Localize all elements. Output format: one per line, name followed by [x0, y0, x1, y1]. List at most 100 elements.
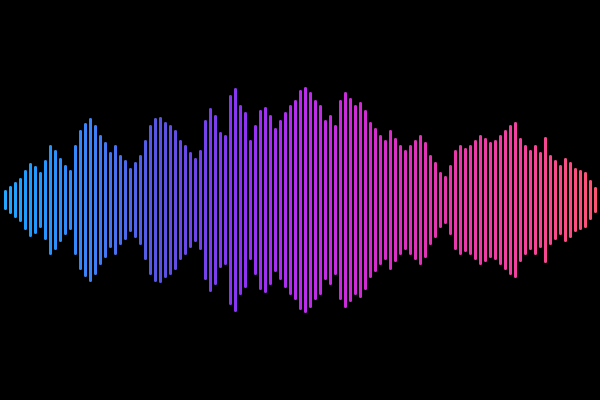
- waveform-bar: [559, 165, 562, 235]
- waveform-bar: [159, 117, 162, 283]
- waveform-bar: [554, 160, 557, 240]
- waveform-bar: [324, 120, 327, 280]
- waveform-bar: [529, 150, 532, 250]
- waveform-bar: [84, 123, 87, 277]
- waveform-bar: [184, 145, 187, 255]
- waveform-bar: [549, 155, 552, 245]
- waveform-bar: [464, 148, 467, 252]
- waveform-bar: [174, 130, 177, 270]
- waveform-bar: [69, 170, 72, 230]
- waveform-bar: [4, 190, 7, 210]
- waveform-bar: [539, 152, 542, 248]
- waveform-bar: [24, 170, 27, 230]
- waveform-bar: [114, 145, 117, 255]
- waveform-bar: [19, 178, 22, 222]
- waveform-bar: [374, 128, 377, 272]
- waveform-bar: [319, 105, 322, 295]
- waveform-bar: [199, 150, 202, 250]
- waveform-bar: [434, 162, 437, 238]
- waveform-bar: [124, 160, 127, 240]
- waveform-bar: [484, 138, 487, 262]
- waveform-bar: [329, 115, 332, 285]
- waveform-bar: [139, 155, 142, 245]
- waveform-bar: [284, 112, 287, 288]
- waveform-bar: [489, 142, 492, 258]
- waveform-bar: [294, 100, 297, 300]
- waveform-bar: [134, 162, 137, 238]
- waveform-bar: [59, 158, 62, 242]
- waveform-bar: [169, 125, 172, 275]
- waveform-bar: [479, 135, 482, 265]
- waveform-bar: [409, 145, 412, 255]
- waveform-bar: [449, 165, 452, 235]
- waveform-bar: [164, 122, 167, 278]
- waveform-bar: [429, 155, 432, 245]
- waveform-bar: [194, 158, 197, 242]
- waveform-bar: [454, 150, 457, 250]
- waveform-bar: [144, 140, 147, 260]
- waveform-bar: [309, 92, 312, 308]
- waveform-bar: [259, 110, 262, 290]
- waveform-bar: [594, 187, 597, 213]
- waveform-bar: [469, 145, 472, 255]
- waveform-bar: [214, 115, 217, 285]
- waveform-bar: [419, 135, 422, 265]
- waveform-bar: [304, 87, 307, 313]
- waveform-bar: [229, 95, 232, 305]
- waveform-bar: [274, 128, 277, 272]
- waveform-bar: [514, 122, 517, 278]
- waveform-bar: [364, 110, 367, 290]
- waveform-bar: [379, 135, 382, 265]
- waveform-bar: [569, 162, 572, 238]
- waveform-bar: [339, 100, 342, 300]
- waveform-bar: [189, 152, 192, 248]
- waveform-bar: [239, 105, 242, 295]
- waveform-bar: [64, 165, 67, 235]
- waveform-bar: [564, 158, 567, 242]
- waveform-bar: [579, 170, 582, 230]
- waveform-bar: [109, 152, 112, 248]
- waveform-bar: [44, 160, 47, 240]
- waveform-bar: [34, 166, 37, 234]
- waveform-bar: [369, 122, 372, 278]
- waveform-bar: [499, 135, 502, 265]
- waveform-bar: [389, 130, 392, 270]
- waveform-bar: [264, 107, 267, 293]
- waveform-bar: [149, 125, 152, 275]
- waveform-bar: [334, 125, 337, 275]
- waveform-bar: [119, 155, 122, 245]
- waveform-bar: [154, 118, 157, 282]
- waveform-bar: [204, 120, 207, 280]
- waveform-bar: [54, 150, 57, 250]
- waveform-bar: [299, 90, 302, 310]
- waveform-bar: [39, 172, 42, 228]
- waveform-bar: [14, 182, 17, 218]
- waveform-bar: [269, 115, 272, 285]
- waveform-bar: [344, 92, 347, 308]
- waveform-bar: [384, 140, 387, 260]
- waveform-bar: [404, 150, 407, 250]
- waveform-bar: [509, 125, 512, 275]
- waveform-bar: [99, 135, 102, 265]
- waveform-bar: [474, 140, 477, 260]
- waveform-bar: [279, 120, 282, 280]
- waveform-bar: [179, 140, 182, 260]
- waveform-bar: [224, 135, 227, 265]
- waveform-bar: [9, 186, 12, 214]
- waveform-bar: [524, 145, 527, 255]
- waveform-bar: [129, 168, 132, 232]
- waveform-bar: [459, 145, 462, 255]
- waveform-bar: [589, 180, 592, 220]
- waveform-bar: [444, 176, 447, 224]
- waveform-bar: [244, 112, 247, 288]
- waveform-bar: [254, 125, 257, 275]
- waveform-bar: [29, 163, 32, 237]
- waveform-bar: [49, 145, 52, 255]
- waveform-bar: [249, 140, 252, 260]
- waveform-bar: [89, 118, 92, 282]
- waveform-bar: [494, 140, 497, 260]
- waveform-bar: [74, 145, 77, 255]
- waveform-bar: [534, 145, 537, 255]
- waveform-bar: [504, 130, 507, 270]
